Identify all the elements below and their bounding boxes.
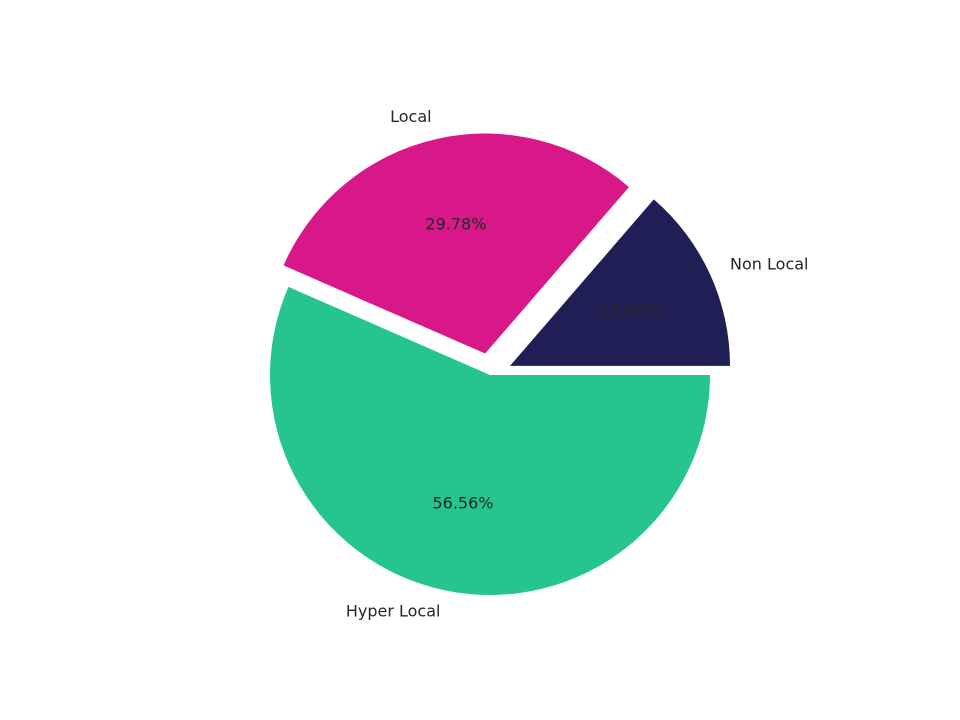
slice-label: Local xyxy=(390,107,431,126)
slice-label: Non Local xyxy=(730,255,808,274)
value-label: 13.66% xyxy=(600,300,661,319)
pie-slice xyxy=(283,133,629,354)
pie-slice xyxy=(510,199,731,366)
value-label: 29.78% xyxy=(425,214,486,233)
pie-slice xyxy=(269,286,710,595)
slice-label: Hyper Local xyxy=(346,601,441,620)
value-label: 56.56% xyxy=(432,494,493,513)
